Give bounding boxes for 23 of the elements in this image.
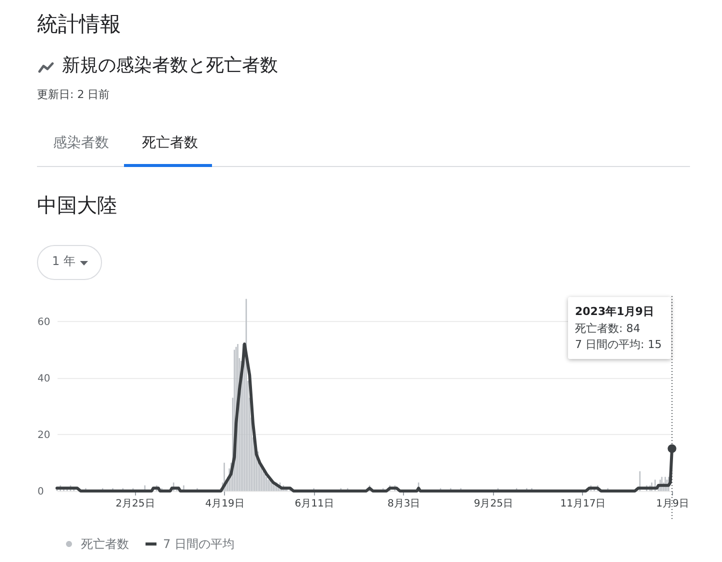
x-tick-label: 11月17日	[560, 498, 606, 510]
chart-subtitle: 中国大陸	[37, 193, 117, 217]
x-tick-label: 6月11日	[294, 498, 334, 510]
x-tick-label: 4月19日	[205, 498, 244, 510]
annotation: 2023年1月9日	[575, 305, 654, 319]
y-tick-label: 0	[38, 486, 44, 498]
y-tick-label: 20	[38, 430, 50, 441]
text: 統計情報	[37, 12, 121, 36]
chart-title: 新規の感染者数と死亡者数	[62, 55, 278, 77]
x-tick-label: 8月3日	[387, 498, 420, 510]
legend-label: 死亡者数	[81, 537, 129, 551]
x-tick-label: 9月25日	[474, 498, 513, 510]
y-tick-label: 40	[38, 373, 50, 384]
text: 更新日: 2 日前	[37, 88, 110, 102]
x-tick-label: 1月9日	[656, 498, 689, 510]
text: 感染者数	[53, 135, 109, 152]
annotation: 死亡者数: 84	[575, 322, 640, 336]
tooltip-box: 2023年1月9日 死亡者数: 84 7 日間の平均: 15	[568, 297, 671, 359]
y-tick-label: 60	[38, 316, 50, 328]
x-tick-label: 2月25日	[116, 498, 155, 510]
text: 死亡者数	[142, 135, 198, 152]
annotation: 7 日間の平均: 15	[575, 338, 662, 352]
legend-label: 7 日間の平均	[163, 537, 234, 551]
